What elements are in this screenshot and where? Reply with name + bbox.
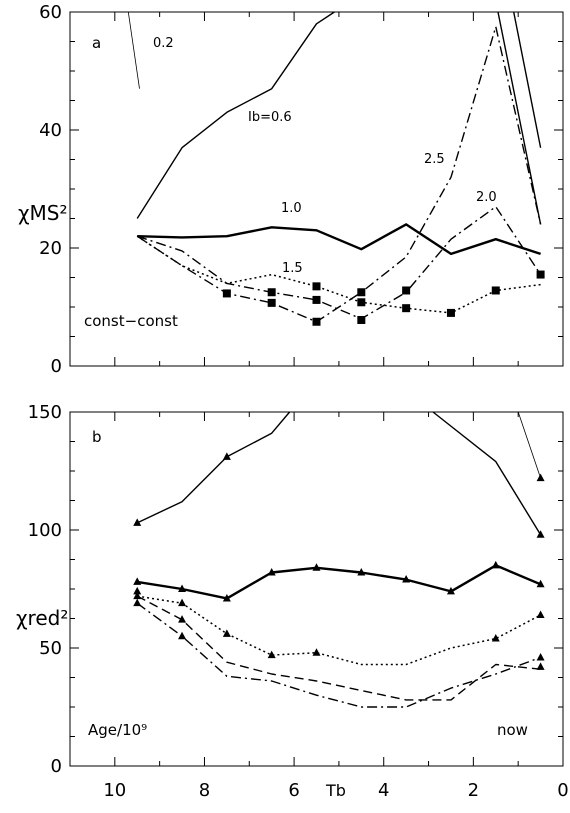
triangle-marker: [536, 610, 545, 618]
square-marker: [357, 315, 366, 324]
square-marker: [267, 288, 276, 297]
series-line-s06: [136, 11, 335, 219]
series-line-b25: [136, 602, 541, 708]
triangle-marker: [402, 575, 411, 583]
y-tick-label: 0: [51, 356, 62, 377]
square-marker: [536, 270, 545, 279]
triangle-marker: [133, 586, 142, 595]
panel-a-axes: 0 20 40 60: [39, 2, 564, 377]
y-tick-label: 20: [39, 238, 62, 259]
annotation-02: 0.2: [153, 36, 174, 51]
triangle-marker: [133, 598, 142, 607]
triangle-marker: [312, 648, 321, 656]
series-line-b10: [137, 564, 542, 600]
series-line-b15: [137, 595, 541, 666]
triangle-marker: [267, 650, 276, 659]
panel-b-label: b: [92, 428, 102, 446]
triangle-marker: [133, 591, 142, 600]
y-tick-label: 0: [51, 756, 62, 777]
x-tick-label: 4: [378, 780, 389, 801]
triangle-marker: [222, 629, 231, 637]
series-line-s20: [136, 205, 542, 320]
y-tick-label: 100: [28, 520, 62, 541]
x-tick-label: 0: [557, 780, 568, 801]
series-line-b02: [517, 411, 541, 479]
triangle-marker: [222, 452, 231, 460]
square-marker: [357, 298, 366, 307]
panel-b-axes: 10 8 6 4 2 0 0 50 100 150: [28, 402, 569, 801]
x-tick-label: 10: [103, 780, 126, 801]
panel-b-ylabel: χred²: [16, 606, 68, 630]
x-tick-label: 6: [288, 780, 299, 801]
square-marker: [402, 286, 411, 295]
square-marker: [312, 295, 321, 304]
square-marker: [402, 304, 411, 313]
triangle-marker: [357, 567, 366, 576]
x-tick-label: 2: [468, 780, 479, 801]
triangle-marker: [536, 652, 545, 661]
square-marker: [357, 288, 366, 297]
square-marker: [222, 289, 231, 298]
triangle-marker: [222, 593, 231, 602]
annotation-15: 1.5: [282, 261, 303, 276]
annotation-ib-06: Ib=0.6: [248, 110, 292, 125]
series-line-b06: [136, 411, 291, 524]
panel-a: 0 20 40 60 a χMS² const−const Ib=0.6 0.2 1.…: [18, 2, 564, 377]
triangle-marker: [312, 563, 321, 571]
triangle-marker: [178, 615, 187, 623]
series-line-s25b: [497, 11, 542, 225]
series-line-s25: [136, 26, 542, 323]
square-marker: [267, 298, 276, 307]
triangle-marker: [536, 530, 545, 538]
y-tick-label: 150: [28, 402, 62, 423]
panel-a-markers: [222, 270, 545, 326]
panel-a-series: [127, 11, 542, 323]
series-line-s02: [127, 11, 140, 89]
triangle-marker: [491, 634, 500, 642]
y-tick-label: 40: [39, 120, 62, 141]
series-line-s15: [136, 235, 541, 314]
panel-b: 10 8 6 4 2 0 0 50 100 150 b χred² Tb Age/10⁹ now: [16, 402, 569, 801]
triangle-marker: [536, 473, 545, 482]
square-marker: [312, 282, 321, 291]
annotation-10: 1.0: [281, 201, 302, 216]
series-line-s10: [137, 223, 541, 256]
triangle-marker: [446, 586, 455, 595]
x-tick-label: 8: [199, 780, 210, 801]
panel-b-frame: [69, 411, 564, 767]
series-line-s06b: [513, 11, 542, 148]
annotation-25: 2.5: [424, 152, 445, 167]
panel-a-ylabel: χMS²: [18, 201, 68, 225]
panel-a-label: a: [92, 34, 101, 52]
series-line-b20: [136, 595, 541, 701]
series-line-b06b: [432, 411, 542, 536]
annotation-now: now: [497, 721, 528, 739]
square-marker: [491, 286, 500, 295]
panel-b-series: [136, 411, 542, 708]
triangle-marker: [536, 662, 545, 670]
panel-b-xlabel: Tb: [325, 781, 346, 800]
triangle-marker: [133, 577, 142, 585]
triangle-marker: [536, 579, 545, 588]
annotation-const-const: const−const: [84, 312, 178, 330]
annotation-age: Age/10⁹: [88, 721, 147, 739]
triangle-marker: [267, 567, 276, 576]
y-tick-label: 50: [39, 638, 62, 659]
square-marker: [312, 317, 321, 326]
triangle-marker: [178, 584, 187, 592]
triangle-marker: [133, 518, 142, 526]
y-tick-label: 60: [39, 2, 62, 23]
square-marker: [446, 308, 455, 317]
triangle-marker: [178, 598, 187, 607]
annotation-20: 2.0: [476, 190, 497, 205]
panel-b-markers: [133, 452, 545, 670]
triangle-marker: [491, 560, 500, 569]
triangle-marker: [178, 631, 187, 640]
